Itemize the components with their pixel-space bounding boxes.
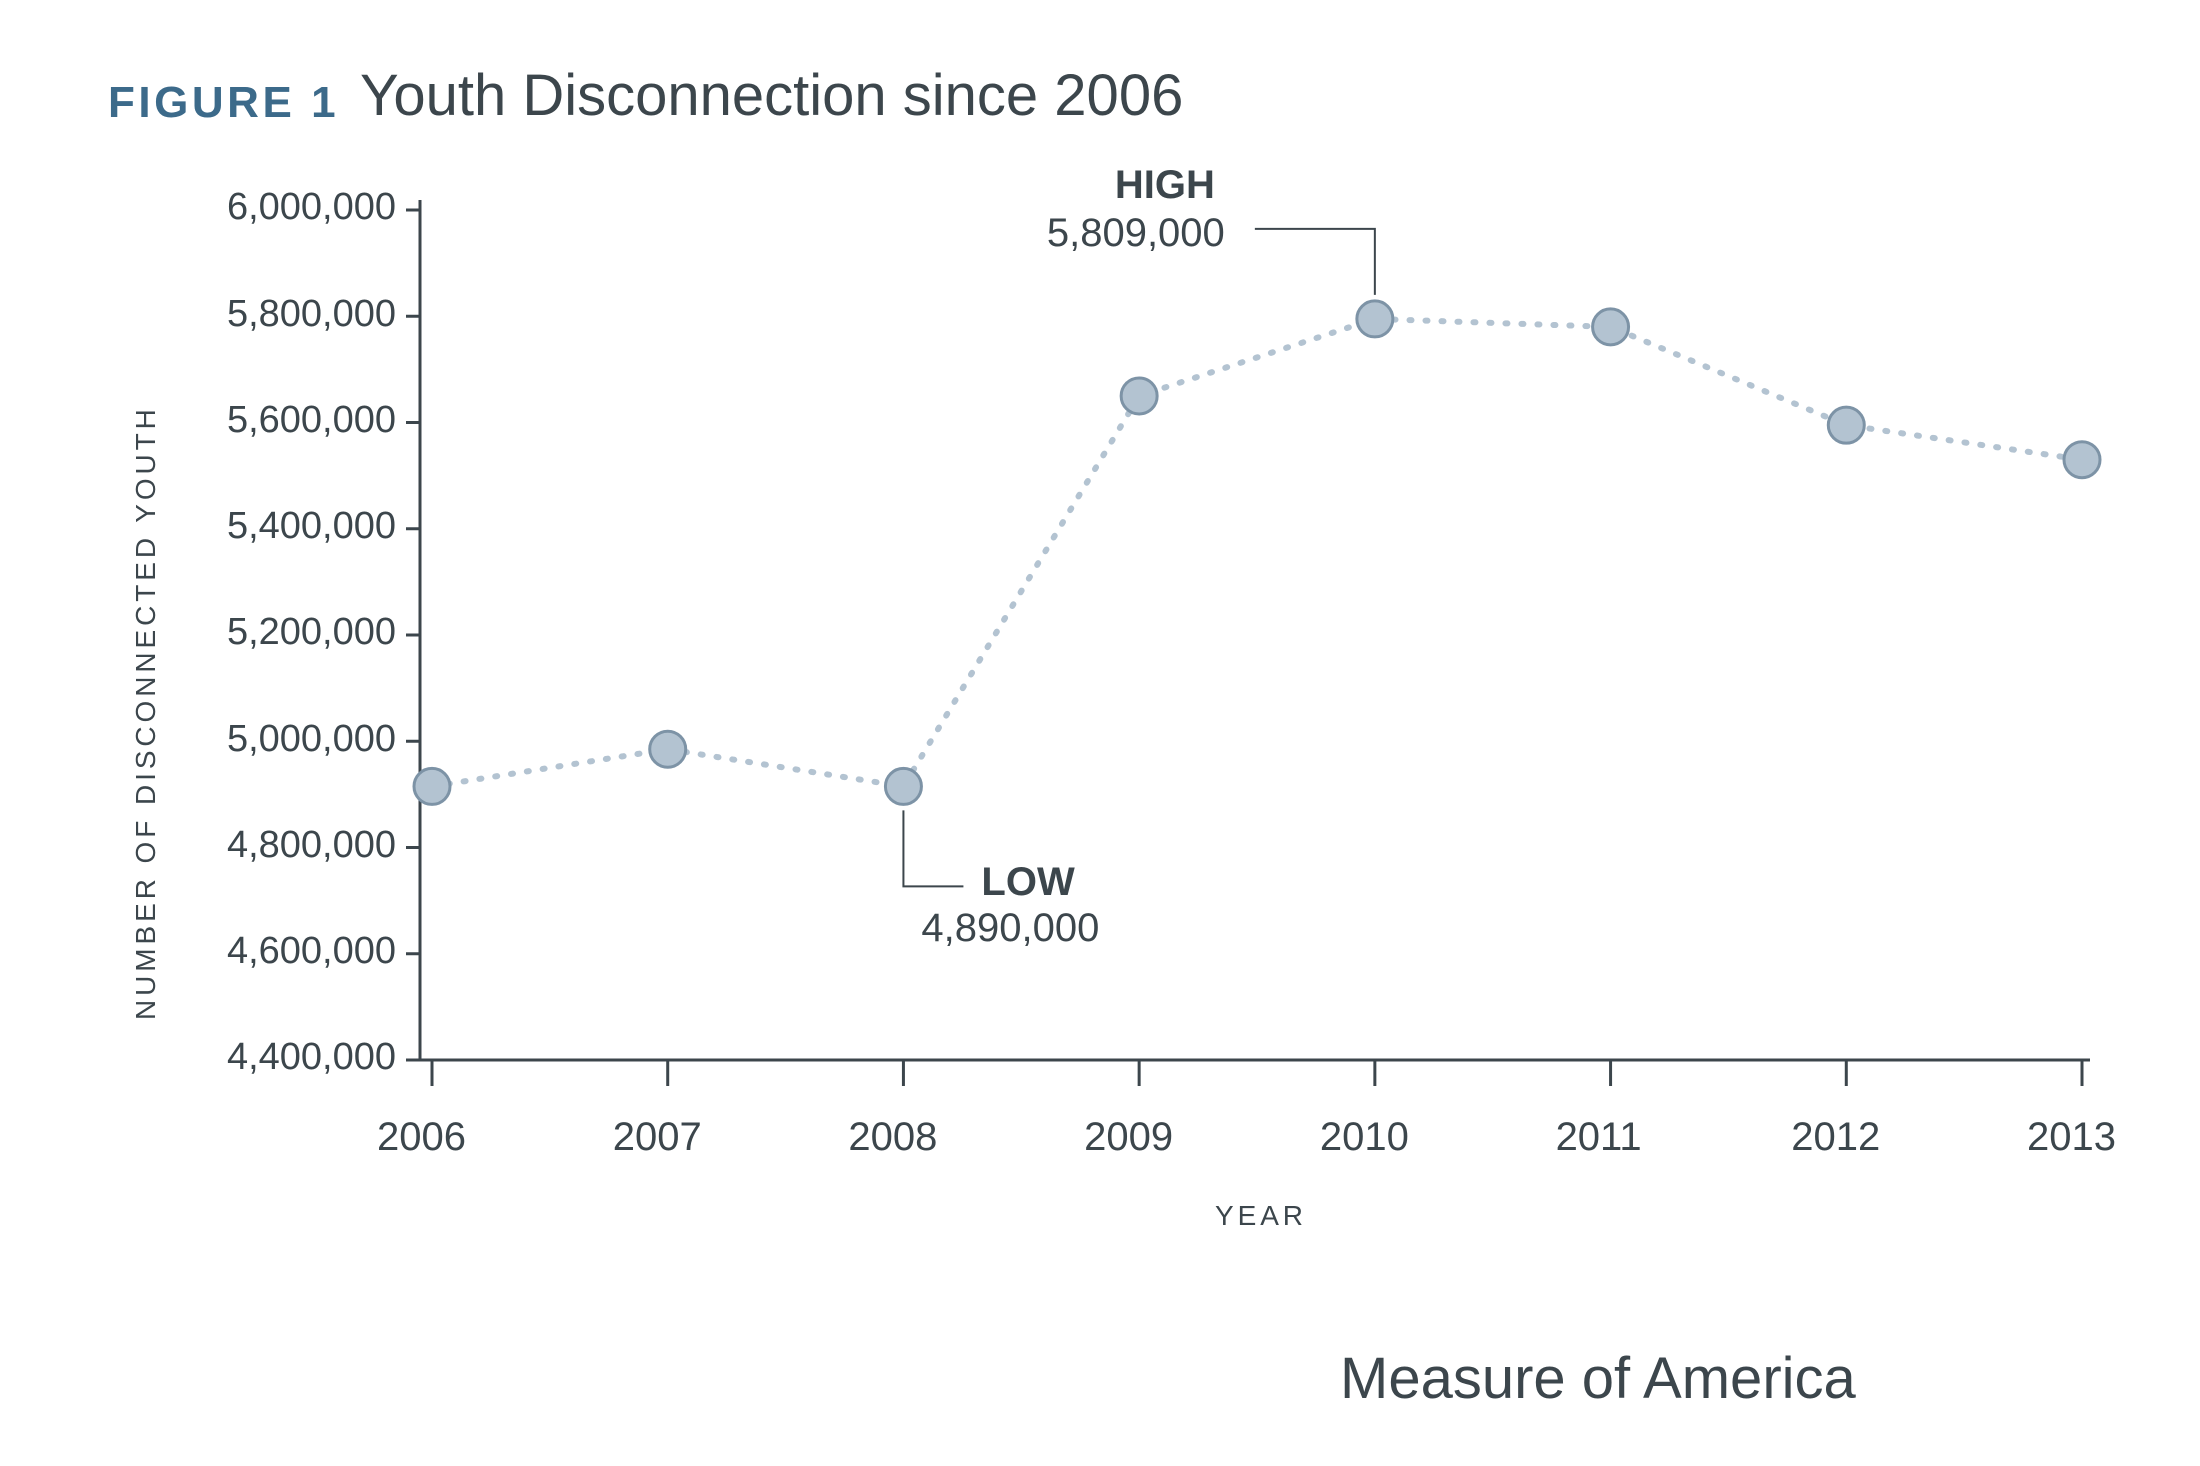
x-tick-label: 2006	[377, 1115, 466, 1160]
x-tick-label: 2010	[1320, 1115, 1409, 1160]
y-tick-label: 5,600,000	[227, 399, 396, 442]
x-tick-label: 2012	[1791, 1115, 1880, 1160]
y-tick-label: 4,600,000	[227, 930, 396, 973]
y-tick-label: 5,000,000	[227, 718, 396, 761]
y-tick-label: 5,200,000	[227, 611, 396, 654]
x-tick-label: 2009	[1084, 1115, 1173, 1160]
chart-container: FIGURE 1 Youth Disconnection since 2006 …	[0, 0, 2200, 1466]
x-tick-label: 2013	[2027, 1115, 2116, 1160]
y-tick-label: 4,800,000	[227, 824, 396, 867]
y-tick-label: 6,000,000	[227, 186, 396, 229]
x-tick-label: 2008	[848, 1115, 937, 1160]
x-tick-label: 2011	[1556, 1115, 1642, 1160]
x-tick-label: 2007	[613, 1115, 702, 1160]
y-tick-label: 4,400,000	[227, 1036, 396, 1079]
y-tick-label: 5,400,000	[227, 505, 396, 548]
y-tick-label: 5,800,000	[227, 293, 396, 336]
